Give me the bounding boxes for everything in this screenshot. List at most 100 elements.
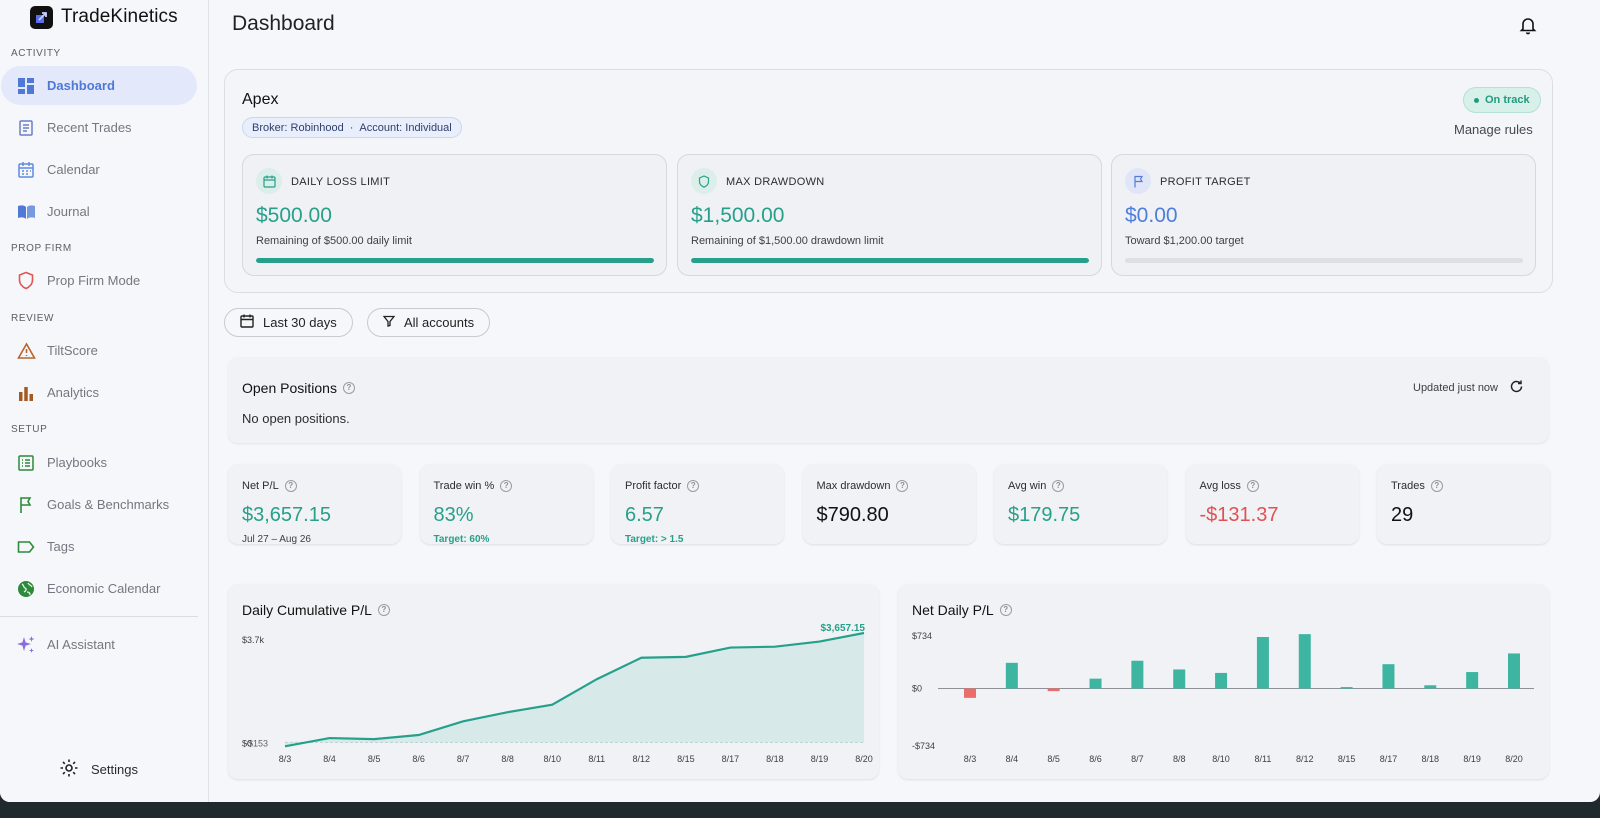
bar — [1466, 672, 1479, 689]
sparkle-icon — [16, 635, 36, 655]
limit-title: PROFIT TARGET — [1160, 176, 1251, 188]
help-icon[interactable]: ? — [284, 480, 297, 492]
stat-label: Avg loss? — [1200, 480, 1259, 492]
open-positions-card: Open Positions ? No open positions. Upda… — [228, 357, 1549, 443]
limit-progress-fill — [691, 258, 1089, 263]
date-range-label: Last 30 days — [263, 315, 337, 330]
x-tick-label: 8/10 — [543, 754, 561, 764]
manage-rules-link[interactable]: Manage rules — [1454, 122, 1533, 137]
help-icon[interactable]: ? — [1430, 480, 1443, 492]
sidebar-item-recent-trades[interactable]: Recent Trades — [1, 108, 197, 147]
sidebar-item-analytics[interactable]: Analytics — [1, 373, 197, 412]
account-name: Apex — [242, 91, 279, 108]
bar — [1173, 669, 1186, 689]
stat-value: $179.75 — [1008, 504, 1081, 526]
stat-value: 83% — [433, 504, 474, 526]
accounts-filter[interactable]: All accounts — [367, 308, 491, 337]
stat-label-text: Max drawdown — [816, 480, 891, 492]
bar — [1340, 687, 1353, 689]
sidebar-item-journal[interactable]: Journal — [1, 192, 197, 231]
bell-icon[interactable] — [1518, 15, 1538, 35]
limit-title: DAILY LOSS LIMIT — [291, 176, 391, 188]
section-label-setup: SETUP — [11, 424, 48, 435]
sidebar-item-economic-calendar[interactable]: Economic Calendar — [1, 569, 197, 608]
sidebar-item-prop-firm-mode[interactable]: Prop Firm Mode — [1, 261, 197, 300]
limit-subtitle: Remaining of $500.00 daily limit — [256, 235, 412, 247]
sidebar-item-playbooks[interactable]: Playbooks — [1, 443, 197, 482]
bar — [1215, 672, 1228, 689]
stat-subtitle: Jul 27 – Aug 26 — [242, 534, 311, 545]
stat-label-text: Net P/L — [242, 480, 279, 492]
brand[interactable]: TradeKinetics — [30, 5, 178, 29]
sidebar-item-dashboard[interactable]: Dashboard — [1, 66, 197, 105]
help-icon[interactable]: ? — [342, 382, 355, 394]
status-label: On track — [1485, 94, 1530, 106]
sidebar-item-calendar[interactable]: Calendar — [1, 150, 197, 189]
limit-value: $0.00 — [1125, 204, 1178, 227]
stat-label: Trade win %? — [434, 480, 513, 492]
account-card: Apex Broker: Robinhood · Account: Indivi… — [224, 69, 1553, 293]
stat-card-max-drawdown: Max drawdown? $790.80 — [802, 464, 976, 544]
help-icon[interactable]: ? — [999, 604, 1012, 616]
sidebar-item-goals-benchmarks[interactable]: Goals & Benchmarks — [1, 485, 197, 524]
section-label-prop-firm: PROP FIRM — [11, 243, 72, 254]
sidebar-item-label: Recent Trades — [47, 120, 132, 135]
help-icon[interactable]: ? — [1246, 480, 1259, 492]
sidebar-item-ai-assistant[interactable]: AI Assistant — [1, 625, 197, 664]
sidebar-divider — [0, 616, 198, 617]
profit-target-card: PROFIT TARGET $0.00 Toward $1,200.00 tar… — [1111, 154, 1536, 276]
sidebar: TradeKinetics ACTIVITY Dashboard Recent … — [0, 0, 209, 802]
updated-label: Updated just now — [1413, 382, 1498, 394]
help-icon[interactable]: ? — [1052, 480, 1065, 492]
sidebar-item-tiltscore[interactable]: TiltScore — [1, 331, 197, 370]
gear-icon — [59, 758, 79, 781]
x-tick-label: 8/11 — [588, 754, 605, 764]
sidebar-item-label: Calendar — [47, 162, 100, 177]
x-tick-label: 8/3 — [964, 754, 977, 764]
stat-card-net-p-l: Net P/L? $3,657.15 Jul 27 – Aug 26 — [228, 464, 401, 545]
sidebar-item-label: Dashboard — [47, 78, 115, 93]
list-icon — [16, 453, 36, 473]
date-range-filter[interactable]: Last 30 days — [224, 308, 353, 337]
sidebar-item-label: Journal — [47, 204, 90, 219]
limit-title: MAX DRAWDOWN — [726, 176, 825, 188]
broker-label: Broker: Robinhood — [252, 121, 344, 134]
receipt-icon — [16, 118, 36, 138]
logo-icon — [30, 5, 53, 29]
help-icon[interactable]: ? — [687, 480, 700, 492]
status-badge: On track — [1463, 87, 1541, 113]
x-tick-label: 8/15 — [677, 754, 695, 764]
end-value-label: $3,657.15 — [821, 623, 866, 634]
x-tick-label: 8/7 — [1131, 754, 1144, 764]
help-icon[interactable]: ? — [377, 604, 390, 616]
sidebar-item-tags[interactable]: Tags — [1, 527, 197, 566]
settings-button[interactable]: Settings — [59, 758, 138, 781]
status-dot — [1474, 97, 1479, 103]
help-icon[interactable]: ? — [500, 480, 513, 492]
warning-icon — [16, 341, 36, 361]
stat-value: 29 — [1391, 504, 1414, 526]
stat-subtitle: Target: 60% — [433, 534, 490, 545]
open-positions-title: Open Positions ? — [242, 380, 355, 396]
limit-value: $500.00 — [256, 204, 332, 227]
x-tick-label: 8/6 — [1089, 754, 1102, 764]
calendar-icon — [16, 160, 36, 180]
chart-title-text: Net Daily P/L — [912, 602, 994, 618]
x-tick-label: 8/5 — [1047, 754, 1060, 764]
chart-title: Net Daily P/L ? — [912, 602, 1012, 618]
dashboard-icon — [16, 76, 36, 96]
stat-label: Max drawdown? — [817, 480, 909, 492]
x-tick-label: 8/8 — [1173, 754, 1186, 764]
limit-progress-bar — [691, 258, 1089, 263]
sidebar-item-label: Playbooks — [47, 455, 107, 470]
help-icon[interactable]: ? — [896, 480, 909, 492]
x-tick-label: 8/20 — [1505, 754, 1523, 764]
bar — [964, 688, 976, 698]
x-tick-label: 8/19 — [1463, 754, 1481, 764]
stat-value: $790.80 — [816, 504, 889, 526]
refresh-icon[interactable] — [1509, 379, 1525, 395]
stat-label-text: Avg loss — [1199, 480, 1241, 492]
bar — [1256, 637, 1269, 689]
net-daily-pl-card: Net Daily P/L ? 8/3 8/4 8/5 8/6 8/7 8/8 8/10 8/… — [898, 584, 1549, 779]
stat-label-text: Profit factor — [625, 480, 682, 492]
